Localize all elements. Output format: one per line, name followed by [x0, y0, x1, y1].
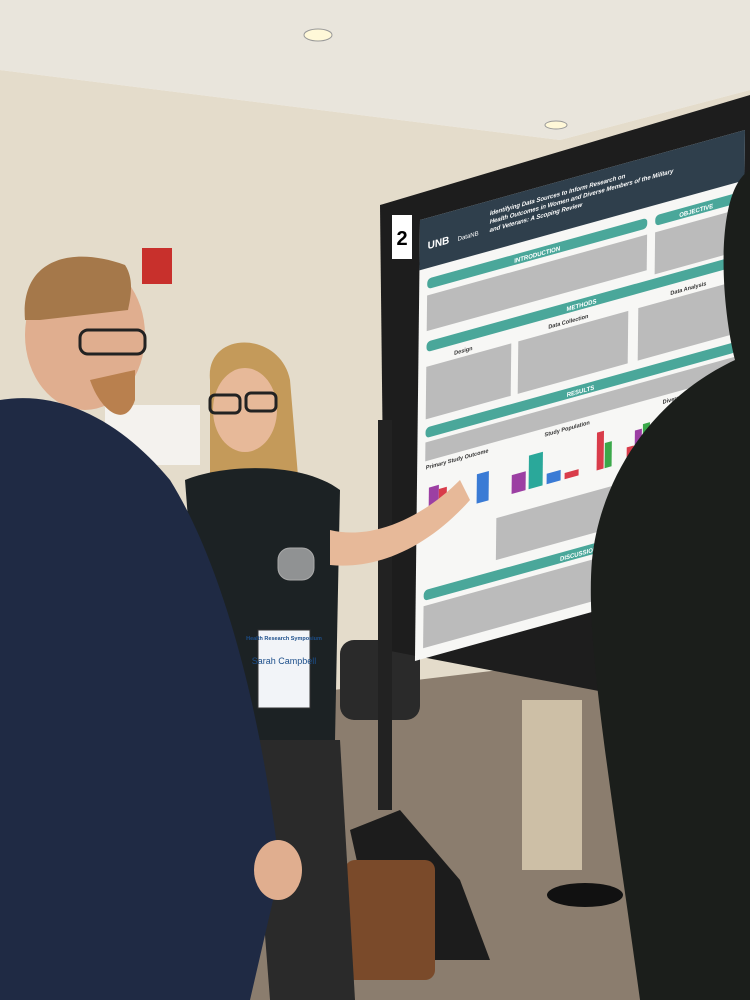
section-bar [426, 256, 737, 352]
face [213, 368, 277, 452]
hand [254, 840, 302, 900]
poster-header [419, 129, 745, 271]
background-person-legs [522, 700, 582, 870]
board-number: 2 [396, 228, 407, 250]
beard [90, 370, 135, 415]
handbag [345, 860, 435, 980]
badge-event: Health Research Symposium [246, 636, 322, 642]
ceiling-light [303, 28, 333, 42]
ceiling-light [544, 120, 568, 130]
board-leg [378, 420, 392, 810]
sub-heading: Design [454, 346, 473, 357]
person-right [590, 170, 750, 1000]
text-block [425, 356, 736, 462]
figure-bar [476, 470, 489, 504]
ceiling [0, 0, 750, 140]
text-block [637, 281, 737, 361]
shoe [547, 883, 623, 907]
figure-bar [604, 441, 612, 469]
section-bar [427, 218, 648, 289]
figure-bar [528, 451, 543, 490]
hair [24, 256, 132, 320]
figure-bar [511, 471, 526, 494]
section-bar [425, 342, 736, 438]
text-block [654, 209, 738, 275]
glasses [208, 393, 242, 415]
text-block [517, 310, 629, 394]
figure-bar [596, 430, 604, 471]
man-jacket [0, 398, 280, 1000]
figure-bar [546, 469, 561, 485]
pants [250, 740, 355, 1000]
fire-alarm [142, 248, 172, 284]
wine-glass [277, 547, 315, 581]
text-block [425, 343, 512, 420]
text-block [426, 234, 648, 332]
name-badge [257, 629, 311, 709]
figure-bar [564, 469, 579, 480]
board-number-card [392, 215, 412, 259]
section-bar [655, 193, 738, 226]
arm [330, 480, 470, 566]
glasses [244, 391, 278, 413]
glasses [78, 328, 147, 356]
badge-name: Sarah Campbell [252, 656, 317, 666]
